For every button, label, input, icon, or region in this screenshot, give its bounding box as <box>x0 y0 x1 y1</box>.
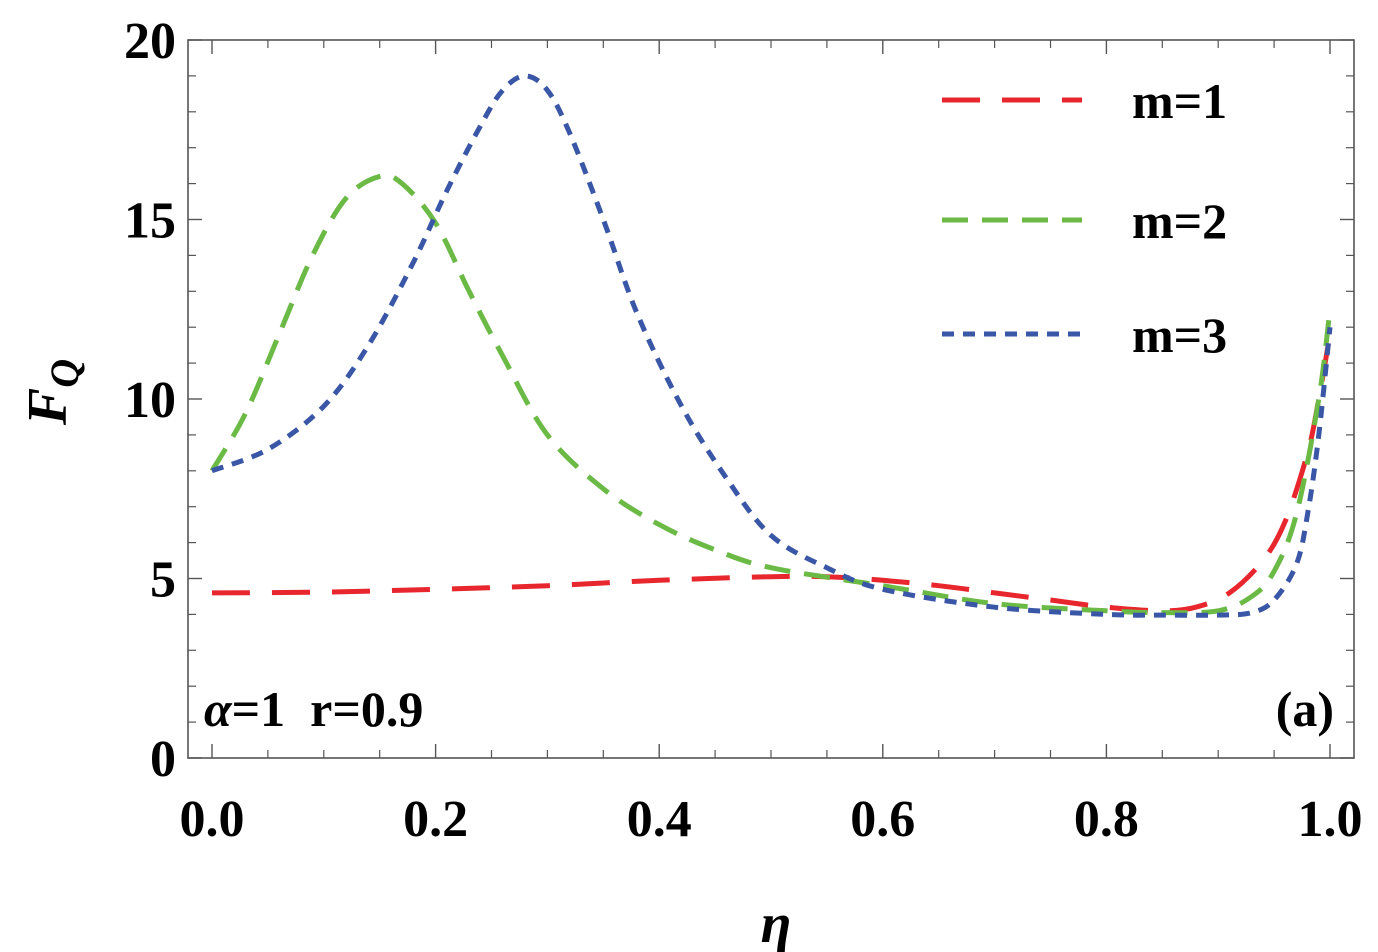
y-tick-label: 0 <box>150 731 176 788</box>
x-axis-label: η <box>761 893 792 952</box>
legend-label: m=1 <box>1132 73 1227 129</box>
legend: m=1 m=2 m=3 <box>942 73 1227 363</box>
x-tick-label: 0.6 <box>850 791 915 848</box>
ticks-layer: 0.0 0.2 0.4 0.6 0.8 1.0 0 5 10 15 20 <box>124 13 1363 848</box>
y-tick-label: 10 <box>124 372 176 429</box>
y-tick-label: 15 <box>124 193 176 250</box>
y-axis-label-sub: Q <box>42 359 87 388</box>
x-tick-label: 0.4 <box>627 791 692 848</box>
series-layer <box>209 73 1333 618</box>
x-tick-label: 0.0 <box>180 791 245 848</box>
y-axis-label-main: F <box>17 388 79 426</box>
y-tick-label: 5 <box>150 552 176 609</box>
y-axis-label: FQ <box>17 359 87 426</box>
panel-label: (a) <box>1276 681 1334 737</box>
x-tick-label: 1.0 <box>1298 791 1363 848</box>
legend-label: m=3 <box>1132 307 1227 363</box>
series-line-m3 <box>211 73 1333 618</box>
series-line-m1 <box>211 333 1333 614</box>
x-tick-label: 0.2 <box>403 791 468 848</box>
alpha-symbol: α <box>204 681 233 737</box>
x-tick-label: 0.8 <box>1074 791 1139 848</box>
parameter-annotation: α=1 r=0.9 <box>204 681 423 737</box>
series-line-m2 <box>209 172 1333 616</box>
y-tick-label: 20 <box>124 13 176 70</box>
parameter-values: =1 r=0.9 <box>232 681 424 737</box>
legend-label: m=2 <box>1132 193 1227 249</box>
